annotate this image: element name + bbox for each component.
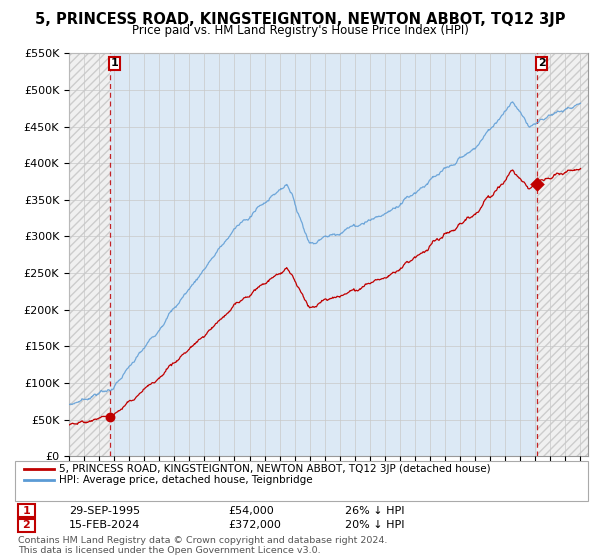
Text: 2: 2: [23, 520, 30, 530]
Text: 5, PRINCESS ROAD, KINGSTEIGNTON, NEWTON ABBOT, TQ12 3JP (detached house): 5, PRINCESS ROAD, KINGSTEIGNTON, NEWTON …: [59, 464, 490, 474]
Point: [532, 179, 542, 188]
Text: 26% ↓ HPI: 26% ↓ HPI: [345, 506, 404, 516]
Text: 1: 1: [110, 58, 118, 68]
Text: HPI: Average price, detached house, Teignbridge: HPI: Average price, detached house, Teig…: [59, 475, 313, 485]
Text: Price paid vs. HM Land Registry's House Price Index (HPI): Price paid vs. HM Land Registry's House …: [131, 24, 469, 36]
Text: 15-FEB-2024: 15-FEB-2024: [69, 520, 140, 530]
Text: 5, PRINCESS ROAD, KINGSTEIGNTON, NEWTON ABBOT, TQ12 3JP: 5, PRINCESS ROAD, KINGSTEIGNTON, NEWTON …: [35, 12, 565, 27]
Text: Contains HM Land Registry data © Crown copyright and database right 2024.
This d: Contains HM Land Registry data © Crown c…: [18, 536, 388, 555]
Point: [106, 412, 115, 421]
Text: £54,000: £54,000: [228, 506, 274, 516]
Bar: [110, 53, 537, 456]
Text: 20% ↓ HPI: 20% ↓ HPI: [345, 520, 404, 530]
Text: 29-SEP-1995: 29-SEP-1995: [69, 506, 140, 516]
Text: 2: 2: [538, 58, 545, 68]
Text: £372,000: £372,000: [228, 520, 281, 530]
Text: 1: 1: [23, 506, 30, 516]
